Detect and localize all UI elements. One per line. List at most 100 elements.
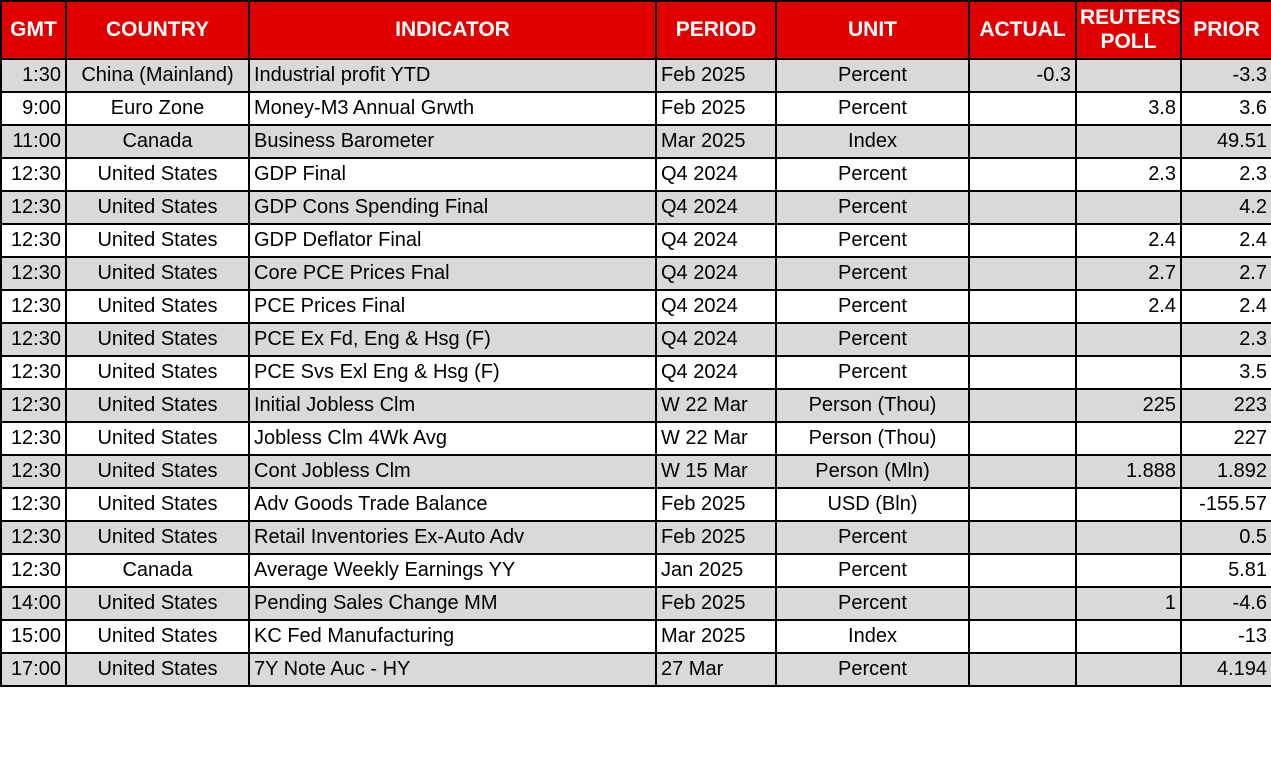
cell-period[interactable]: W 15 Mar <box>655 454 777 489</box>
cell-actual[interactable] <box>968 322 1077 357</box>
cell-prior[interactable]: 223 <box>1180 388 1271 423</box>
cell-indicator[interactable]: Jobless Clm 4Wk Avg <box>248 421 657 456</box>
cell-country[interactable]: United States <box>65 355 250 390</box>
cell-prior[interactable]: 4.194 <box>1180 652 1271 687</box>
cell-poll[interactable] <box>1075 652 1182 687</box>
cell-actual[interactable] <box>968 553 1077 588</box>
cell-indicator[interactable]: Initial Jobless Clm <box>248 388 657 423</box>
cell-gmt[interactable]: 12:30 <box>0 256 67 291</box>
cell-actual[interactable] <box>968 586 1077 621</box>
cell-gmt[interactable]: 12:30 <box>0 520 67 555</box>
cell-prior[interactable]: 227 <box>1180 421 1271 456</box>
cell-unit[interactable]: Person (Mln) <box>775 454 970 489</box>
cell-actual[interactable] <box>968 223 1077 258</box>
cell-gmt[interactable]: 12:30 <box>0 157 67 192</box>
cell-period[interactable]: 27 Mar <box>655 652 777 687</box>
cell-country[interactable]: United States <box>65 388 250 423</box>
cell-poll[interactable] <box>1075 553 1182 588</box>
cell-gmt[interactable]: 12:30 <box>0 322 67 357</box>
cell-actual[interactable] <box>968 256 1077 291</box>
cell-country[interactable]: Canada <box>65 124 250 159</box>
cell-indicator[interactable]: Average Weekly Earnings YY <box>248 553 657 588</box>
cell-country[interactable]: United States <box>65 223 250 258</box>
cell-poll[interactable] <box>1075 619 1182 654</box>
cell-country[interactable]: United States <box>65 619 250 654</box>
cell-period[interactable]: Q4 2024 <box>655 190 777 225</box>
cell-country[interactable]: Euro Zone <box>65 91 250 126</box>
cell-unit[interactable]: USD (Bln) <box>775 487 970 522</box>
cell-prior[interactable]: -4.6 <box>1180 586 1271 621</box>
cell-actual[interactable] <box>968 289 1077 324</box>
cell-gmt[interactable]: 12:30 <box>0 421 67 456</box>
cell-unit[interactable]: Percent <box>775 586 970 621</box>
cell-indicator[interactable]: PCE Svs Exl Eng & Hsg (F) <box>248 355 657 390</box>
cell-prior[interactable]: -3.3 <box>1180 58 1271 93</box>
cell-prior[interactable]: 4.2 <box>1180 190 1271 225</box>
cell-indicator[interactable]: Pending Sales Change MM <box>248 586 657 621</box>
cell-unit[interactable]: Percent <box>775 652 970 687</box>
cell-unit[interactable]: Person (Thou) <box>775 421 970 456</box>
cell-indicator[interactable]: KC Fed Manufacturing <box>248 619 657 654</box>
cell-poll[interactable]: 3.8 <box>1075 91 1182 126</box>
cell-actual[interactable] <box>968 124 1077 159</box>
cell-gmt[interactable]: 11:00 <box>0 124 67 159</box>
cell-country[interactable]: United States <box>65 256 250 291</box>
cell-actual[interactable]: -0.3 <box>968 58 1077 93</box>
cell-period[interactable]: Feb 2025 <box>655 91 777 126</box>
cell-prior[interactable]: -155.57 <box>1180 487 1271 522</box>
cell-unit[interactable]: Percent <box>775 553 970 588</box>
cell-country[interactable]: United States <box>65 190 250 225</box>
cell-gmt[interactable]: 12:30 <box>0 388 67 423</box>
column-header-poll[interactable]: REUTERS POLL <box>1075 0 1182 60</box>
cell-actual[interactable] <box>968 619 1077 654</box>
cell-prior[interactable]: 0.5 <box>1180 520 1271 555</box>
cell-indicator[interactable]: PCE Ex Fd, Eng & Hsg (F) <box>248 322 657 357</box>
cell-unit[interactable]: Percent <box>775 223 970 258</box>
cell-gmt[interactable]: 15:00 <box>0 619 67 654</box>
cell-country[interactable]: United States <box>65 454 250 489</box>
column-header-period[interactable]: PERIOD <box>655 0 777 60</box>
column-header-gmt[interactable]: GMT <box>0 0 67 60</box>
cell-actual[interactable] <box>968 487 1077 522</box>
cell-gmt[interactable]: 14:00 <box>0 586 67 621</box>
cell-indicator[interactable]: Retail Inventories Ex-Auto Adv <box>248 520 657 555</box>
cell-country[interactable]: United States <box>65 322 250 357</box>
cell-gmt[interactable]: 12:30 <box>0 223 67 258</box>
cell-prior[interactable]: 49.51 <box>1180 124 1271 159</box>
column-header-prior[interactable]: PRIOR <box>1180 0 1271 60</box>
cell-poll[interactable] <box>1075 58 1182 93</box>
cell-poll[interactable] <box>1075 322 1182 357</box>
cell-unit[interactable]: Percent <box>775 256 970 291</box>
column-header-unit[interactable]: UNIT <box>775 0 970 60</box>
cell-poll[interactable] <box>1075 190 1182 225</box>
cell-prior[interactable]: 3.5 <box>1180 355 1271 390</box>
cell-gmt[interactable]: 12:30 <box>0 487 67 522</box>
cell-gmt[interactable]: 12:30 <box>0 289 67 324</box>
cell-indicator[interactable]: Money-M3 Annual Grwth <box>248 91 657 126</box>
cell-period[interactable]: Q4 2024 <box>655 256 777 291</box>
cell-period[interactable]: W 22 Mar <box>655 421 777 456</box>
cell-prior[interactable]: 2.4 <box>1180 289 1271 324</box>
cell-actual[interactable] <box>968 190 1077 225</box>
cell-period[interactable]: Feb 2025 <box>655 58 777 93</box>
cell-country[interactable]: United States <box>65 157 250 192</box>
cell-period[interactable]: Q4 2024 <box>655 157 777 192</box>
cell-poll[interactable]: 225 <box>1075 388 1182 423</box>
cell-gmt[interactable]: 12:30 <box>0 454 67 489</box>
cell-unit[interactable]: Percent <box>775 190 970 225</box>
cell-poll[interactable]: 2.3 <box>1075 157 1182 192</box>
column-header-indicator[interactable]: INDICATOR <box>248 0 657 60</box>
cell-country[interactable]: United States <box>65 487 250 522</box>
cell-country[interactable]: United States <box>65 289 250 324</box>
cell-gmt[interactable]: 9:00 <box>0 91 67 126</box>
cell-unit[interactable]: Index <box>775 619 970 654</box>
cell-country[interactable]: United States <box>65 421 250 456</box>
cell-poll[interactable] <box>1075 124 1182 159</box>
cell-period[interactable]: Feb 2025 <box>655 487 777 522</box>
cell-period[interactable]: Mar 2025 <box>655 124 777 159</box>
cell-unit[interactable]: Person (Thou) <box>775 388 970 423</box>
cell-prior[interactable]: 2.7 <box>1180 256 1271 291</box>
cell-unit[interactable]: Percent <box>775 58 970 93</box>
cell-period[interactable]: Q4 2024 <box>655 355 777 390</box>
cell-indicator[interactable]: Adv Goods Trade Balance <box>248 487 657 522</box>
